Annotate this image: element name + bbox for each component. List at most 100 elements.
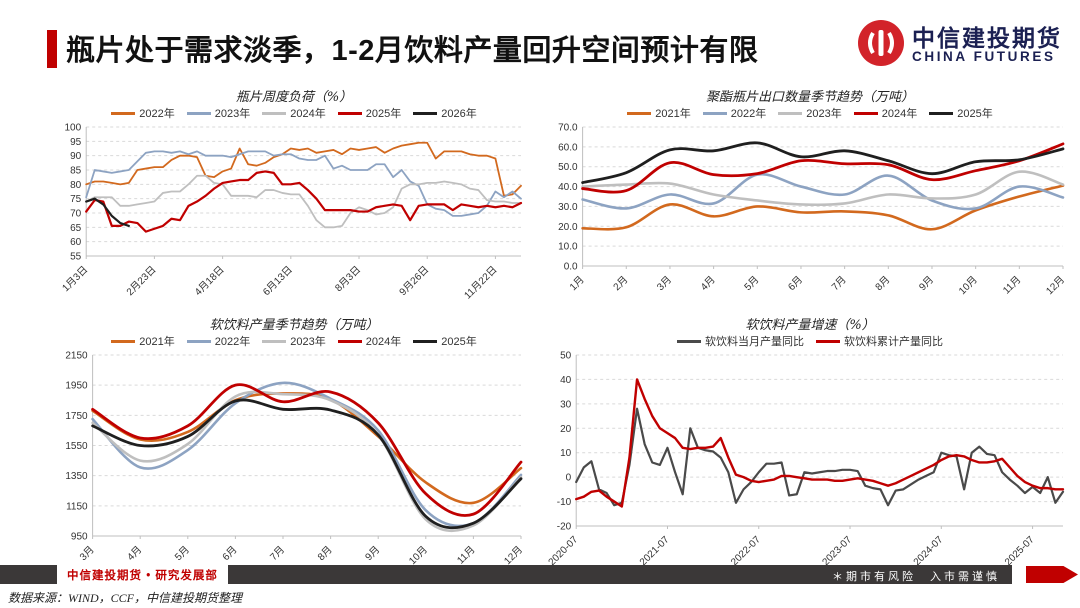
legend-line-swatch (778, 111, 803, 115)
legend-line-swatch (816, 339, 840, 343)
svg-text:11月22日: 11月22日 (462, 264, 500, 302)
svg-text:2020-07: 2020-07 (547, 534, 581, 568)
legend-item: 2022年 (702, 105, 767, 121)
legend-label: 2021年 (139, 336, 175, 348)
legend-line-swatch (413, 339, 438, 343)
legend-label: 软饮料累计产量同比 (844, 336, 943, 348)
svg-text:0.0: 0.0 (564, 262, 578, 273)
legend-label: 2026年 (441, 108, 477, 120)
svg-text:2021-07: 2021-07 (638, 534, 672, 568)
legend-item: 2022年 (111, 105, 175, 121)
legend-label: 软饮料当月产量同比 (705, 336, 804, 348)
svg-text:80: 80 (70, 180, 82, 191)
legend-label: 2025年 (957, 108, 993, 120)
legend-line-swatch (262, 111, 287, 115)
svg-text:11月: 11月 (1001, 274, 1024, 297)
legend-line-swatch (111, 339, 136, 343)
page-title: 瓶片处于需求淡季，1-2月饮料产量回升空间预计有限 (66, 35, 759, 67)
svg-text:4月18日: 4月18日 (192, 264, 226, 298)
svg-text:30.0: 30.0 (558, 202, 578, 213)
svg-text:1150: 1150 (66, 501, 88, 512)
legend-item: 2023年 (778, 105, 842, 121)
svg-text:30: 30 (560, 399, 572, 410)
logo-chinese-name: 中信建投期货 (912, 25, 1062, 52)
legend-label: 2022年 (730, 108, 767, 120)
company-logo: 中信建投期货 CHINA FUTURES (856, 18, 1062, 73)
svg-text:4月: 4月 (125, 544, 144, 563)
svg-text:2023-07: 2023-07 (820, 534, 854, 568)
chart-bottle-weekly-load: 瓶片周度负荷（%） 2022年 2023年 2024年 2025年 2026年 55 60… (55, 86, 533, 310)
svg-text:2月23日: 2月23日 (124, 264, 158, 298)
legend-label: 2024年 (881, 108, 918, 120)
risk-warning-text: ＊期市有风险 入市需谨慎 (832, 571, 1000, 583)
svg-text:55: 55 (70, 252, 82, 263)
chart-plot-area: 950 1150 1350 1550 1750 1950 2150 3月 4月 5月 6月 7月 8月 9… (55, 349, 533, 583)
legend-label: 2022年 (139, 108, 175, 120)
legend-line-swatch (186, 111, 211, 115)
legend-item: 2026年 (413, 105, 477, 121)
svg-text:2月: 2月 (611, 274, 630, 293)
chart-softdrink-growth: 软饮料产量增速（%） 软饮料当月产量同比 软饮料累计产量同比 -20 -10 0 10 2… (545, 314, 1075, 580)
svg-text:8月: 8月 (315, 544, 334, 563)
legend-line-swatch (702, 111, 727, 115)
legend-label: 2022年 (214, 336, 251, 348)
legend-item: 2025年 (413, 333, 477, 349)
legend-line-swatch (929, 111, 954, 115)
svg-text:2025-07: 2025-07 (1003, 534, 1037, 568)
chart-softdrink-seasonal: 软饮料产量季节趋势（万吨） 2021年 2022年 2023年 2024年 2025年 … (55, 314, 533, 580)
svg-text:4月: 4月 (698, 274, 717, 293)
svg-text:11月: 11月 (455, 544, 478, 567)
legend-item: 2025年 (929, 105, 993, 121)
svg-text:10.0: 10.0 (558, 242, 578, 253)
svg-text:95: 95 (70, 137, 82, 148)
legend-line-swatch (111, 111, 136, 115)
svg-text:20: 20 (560, 424, 572, 435)
citic-emblem-icon (856, 18, 906, 73)
svg-text:7月: 7月 (829, 274, 848, 293)
legend-label: 2025年 (441, 336, 477, 348)
svg-text:-10: -10 (557, 497, 572, 508)
svg-text:1月: 1月 (567, 274, 586, 293)
svg-text:1550: 1550 (65, 441, 88, 452)
legend-label: 2023年 (806, 108, 842, 120)
chart-legend: 2022年 2023年 2024年 2025年 2026年 (55, 105, 533, 121)
legend-label: 2024年 (290, 108, 326, 120)
chart-title: 软饮料产量季节趋势（万吨） (209, 318, 379, 333)
legend-label: 2024年 (365, 336, 402, 348)
svg-text:5月: 5月 (172, 544, 191, 563)
svg-text:2024-07: 2024-07 (912, 534, 946, 568)
logo-english-name: CHINA FUTURES (912, 49, 1056, 65)
svg-text:0: 0 (566, 473, 572, 484)
svg-text:6月13日: 6月13日 (261, 264, 295, 298)
svg-text:1950: 1950 (65, 381, 88, 392)
legend-label: 2021年 (655, 108, 691, 120)
legend-item: 2021年 (627, 105, 691, 121)
svg-text:2150: 2150 (65, 351, 88, 362)
legend-line-swatch (677, 339, 701, 343)
svg-text:5月: 5月 (742, 274, 761, 293)
legend-line-swatch (186, 339, 211, 343)
svg-text:70: 70 (70, 209, 82, 220)
svg-text:3月: 3月 (77, 544, 96, 563)
svg-text:10月: 10月 (956, 274, 979, 297)
legend-line-swatch (262, 339, 287, 343)
svg-text:9月: 9月 (363, 544, 382, 563)
legend-item: 2023年 (262, 333, 326, 349)
svg-text:50.0: 50.0 (558, 162, 578, 173)
legend-line-swatch (337, 111, 362, 115)
svg-text:100: 100 (65, 123, 82, 134)
svg-text:40: 40 (560, 375, 572, 386)
chart-pet-export-seasonal: 聚酯瓶片出口数量季节趋势（万吨） 2021年 2022年 2023年 2024年 202… (545, 86, 1075, 310)
svg-text:10月: 10月 (406, 544, 429, 567)
chart-legend: 2021年 2022年 2023年 2024年 2025年 (545, 105, 1075, 121)
chart-title: 软饮料产量增速（%） (745, 318, 875, 333)
legend-line-swatch (413, 111, 438, 115)
legend-item: 软饮料累计产量同比 (816, 333, 943, 349)
svg-text:20.0: 20.0 (558, 222, 578, 233)
svg-text:40.0: 40.0 (558, 182, 578, 193)
svg-text:10: 10 (560, 448, 572, 459)
legend-line-swatch (627, 111, 652, 115)
department-badge: 中信建投期货 • 研究发展部 (57, 565, 228, 584)
legend-label: 2023年 (214, 108, 251, 120)
svg-text:90: 90 (70, 151, 82, 162)
